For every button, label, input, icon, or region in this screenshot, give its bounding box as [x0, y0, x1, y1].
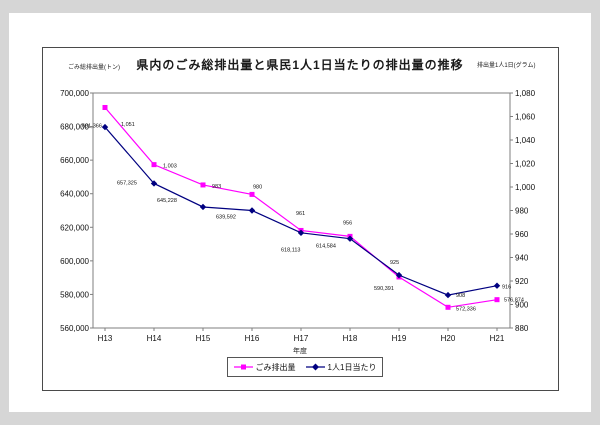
data-point-label: 576,874 [504, 298, 524, 304]
data-point-marker [494, 297, 500, 303]
right-axis-tick-label: 1,080 [515, 89, 536, 98]
data-point-label: 572,336 [456, 306, 476, 312]
right-axis-tick-label: 960 [515, 230, 529, 239]
chart-title: 県内のごみ総排出量と県民1人1日当たりの排出量の推移 [136, 58, 464, 72]
left-axis-tick-label: 580,000 [60, 290, 89, 299]
data-point-label: 618,113 [281, 247, 300, 253]
data-point-marker [102, 104, 108, 110]
data-point-marker [395, 271, 403, 279]
x-axis-category-label: H15 [196, 334, 211, 343]
data-point-marker [493, 282, 501, 289]
data-point-marker [445, 304, 451, 310]
data-point-marker [248, 207, 256, 214]
x-axis-category-label: H19 [392, 334, 407, 343]
right-axis-unit-label: 排出量1人1日(グラム) [477, 63, 536, 69]
x-axis-category-label: H14 [147, 334, 162, 343]
legend-item-per-capita: 1人1日当たり [305, 362, 377, 373]
data-point-marker [297, 229, 305, 237]
data-point-label: 645,228 [157, 198, 177, 204]
right-axis-tick-label: 1,020 [515, 160, 536, 169]
data-point-label: 908 [456, 293, 465, 299]
left-axis-tick-label: 660,000 [60, 156, 89, 165]
left-axis-tick-label: 680,000 [60, 123, 89, 132]
right-axis-tick-label: 1,000 [515, 183, 536, 192]
x-axis-title: 年度 [293, 348, 307, 355]
data-point-label: 657,325 [117, 181, 137, 187]
left-axis-unit-label: ごみ総排出量(トン) [68, 65, 120, 71]
x-axis-category-label: H18 [343, 334, 358, 343]
data-point-label: 1,051 [121, 122, 135, 128]
data-point-marker [151, 162, 157, 168]
left-axis-tick-label: 560,000 [60, 324, 89, 333]
right-axis-tick-label: 1,060 [515, 113, 536, 122]
data-point-label: 961 [296, 211, 305, 217]
x-axis-category-label: H21 [490, 334, 505, 343]
data-point-label: 639,592 [216, 214, 236, 220]
left-axis-tick-label: 620,000 [60, 223, 89, 232]
legend-label: 1人1日当たり [327, 362, 377, 372]
data-point-label: 983 [212, 184, 221, 190]
data-point-label: 925 [390, 260, 399, 266]
data-point-marker [346, 235, 354, 242]
data-point-marker [249, 191, 255, 197]
x-axis-category-label: H17 [294, 334, 309, 343]
right-axis-tick-label: 920 [515, 277, 529, 286]
right-axis-tick-label: 900 [515, 301, 529, 310]
data-point-label: 590,391 [374, 286, 394, 292]
data-point-label: 691,366 [82, 123, 102, 129]
right-axis-tick-label: 1,040 [515, 136, 536, 145]
legend-marker-icon [233, 364, 253, 370]
right-axis-tick-label: 940 [515, 254, 529, 263]
data-point-marker [444, 291, 452, 299]
left-axis-tick-label: 600,000 [60, 257, 89, 266]
data-point-label: 614,584 [316, 243, 336, 249]
x-axis-category-label: H20 [441, 334, 456, 343]
left-axis-tick-label: 640,000 [60, 190, 89, 199]
data-point-marker [200, 182, 206, 188]
legend-item-total: ごみ排出量 [233, 362, 296, 373]
data-point-label: 1,003 [163, 163, 177, 169]
data-point-label: 956 [343, 221, 352, 227]
left-axis-tick-label: 700,000 [60, 89, 89, 98]
x-axis-category-label: H16 [245, 334, 260, 343]
legend-label: ごみ排出量 [255, 362, 296, 372]
data-point-marker [199, 203, 207, 211]
legend-marker-icon [305, 363, 325, 371]
data-point-marker [101, 123, 109, 131]
x-axis-category-label: H13 [98, 334, 113, 343]
right-axis-tick-label: 980 [515, 207, 529, 216]
data-point-label: 916 [502, 285, 511, 291]
right-axis-tick-label: 880 [515, 324, 529, 333]
data-point-label: 980 [253, 185, 262, 191]
chart-legend: ごみ排出量 1人1日当たり [227, 357, 383, 377]
data-point-marker [150, 180, 158, 187]
